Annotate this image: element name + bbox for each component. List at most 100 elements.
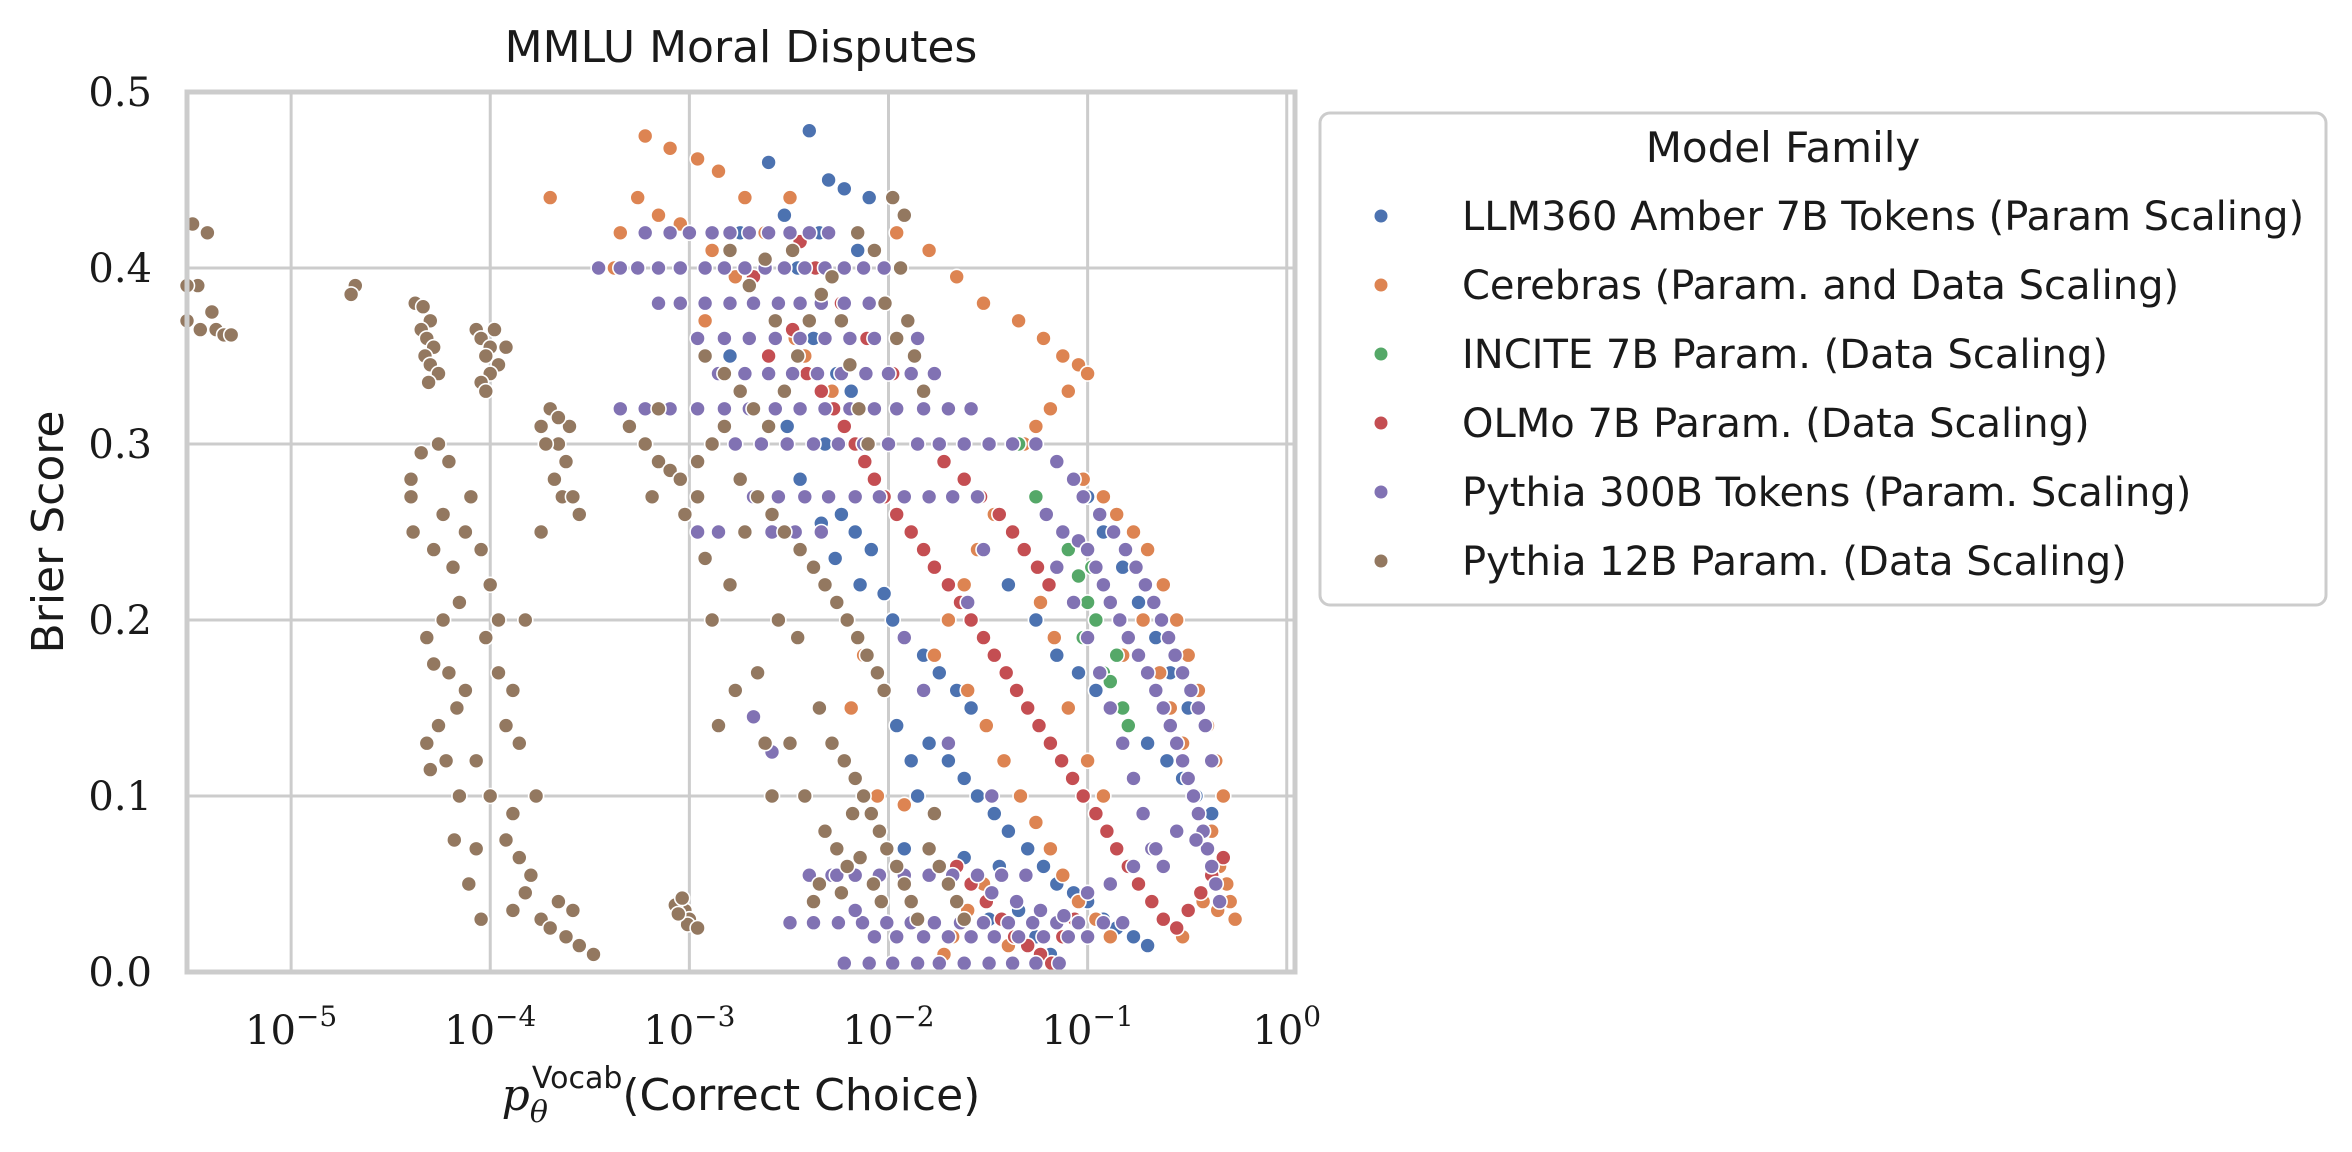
point-3-46 bbox=[1004, 523, 1021, 541]
point-1-42 bbox=[1168, 611, 1185, 629]
point-3-28 bbox=[1074, 787, 1092, 805]
point-4-102 bbox=[1054, 523, 1072, 541]
point-0-57 bbox=[1087, 682, 1105, 699]
point-4-69 bbox=[962, 400, 980, 418]
point-4-96 bbox=[710, 523, 727, 541]
point-5-131 bbox=[823, 734, 841, 752]
point-0-50 bbox=[909, 787, 926, 805]
point-5-185 bbox=[643, 488, 661, 506]
point-5-143 bbox=[828, 840, 846, 858]
point-5-191 bbox=[865, 875, 882, 893]
point-0-39 bbox=[1000, 822, 1017, 840]
point-5-25 bbox=[477, 347, 495, 365]
point-4-123 bbox=[1207, 875, 1225, 893]
x-tick-5: 100 bbox=[1252, 1000, 1321, 1054]
point-5-44 bbox=[425, 655, 443, 673]
legend-label-5: Pythia 12B Param. (Data Scaling) bbox=[1462, 539, 2127, 585]
point-4-199 bbox=[1079, 884, 1096, 902]
point-4-26 bbox=[671, 294, 689, 312]
point-1-7 bbox=[736, 189, 754, 206]
point-4-6 bbox=[760, 224, 777, 242]
point-4-178 bbox=[940, 928, 957, 946]
point-0-1 bbox=[760, 154, 777, 171]
legend: Model Family LLM360 Amber 7B Tokens (Par… bbox=[1318, 111, 2328, 607]
point-3-22 bbox=[1008, 682, 1025, 699]
point-4-187 bbox=[884, 954, 902, 972]
point-5-169 bbox=[884, 189, 902, 206]
point-4-138 bbox=[1197, 717, 1214, 734]
point-3-42 bbox=[935, 453, 953, 470]
point-5-1 bbox=[199, 224, 216, 242]
point-5-29 bbox=[477, 382, 495, 400]
y-tick-4: 0.4 bbox=[88, 246, 152, 292]
point-4-76 bbox=[880, 435, 897, 453]
point-5-193 bbox=[920, 840, 938, 858]
point-5-136 bbox=[871, 822, 888, 840]
point-1-66 bbox=[1054, 866, 1072, 884]
point-4-13 bbox=[650, 259, 667, 277]
point-5-167 bbox=[888, 330, 906, 347]
point-5-54 bbox=[457, 523, 474, 541]
point-5-198 bbox=[926, 805, 943, 822]
point-0-52 bbox=[902, 752, 920, 770]
point-0-53 bbox=[1000, 576, 1017, 594]
point-4-44 bbox=[909, 330, 926, 347]
point-4-211 bbox=[915, 682, 932, 699]
point-3-7 bbox=[835, 418, 853, 435]
point-4-54 bbox=[926, 365, 943, 382]
point-4-135 bbox=[1174, 664, 1191, 682]
point-4-40 bbox=[816, 330, 834, 347]
point-0-24 bbox=[826, 550, 844, 567]
point-4-116 bbox=[1174, 752, 1191, 770]
point-2-6 bbox=[1108, 646, 1125, 664]
chart-title: MMLU Moral Disputes bbox=[505, 22, 978, 73]
point-5-119 bbox=[828, 594, 846, 611]
point-1-60 bbox=[959, 682, 977, 699]
point-0-22 bbox=[846, 523, 864, 541]
point-4-139 bbox=[1203, 752, 1220, 770]
point-4-189 bbox=[930, 954, 948, 972]
x-tick-4: 10−1 bbox=[1042, 1000, 1134, 1054]
x-axis-label-vocab: Vocab bbox=[532, 1061, 622, 1096]
point-4-192 bbox=[1004, 954, 1021, 972]
point-4-30 bbox=[770, 294, 787, 312]
point-4-12 bbox=[629, 259, 647, 277]
point-1-65 bbox=[1042, 840, 1059, 858]
legend-label-4: Pythia 300B Tokens (Param. Scaling) bbox=[1462, 470, 2191, 516]
point-0-15 bbox=[778, 418, 796, 435]
point-5-151 bbox=[716, 365, 733, 382]
point-4-104 bbox=[1079, 541, 1096, 558]
point-4-168 bbox=[975, 914, 992, 932]
point-4-204 bbox=[1187, 831, 1205, 849]
point-5-68 bbox=[522, 866, 540, 884]
point-1-76 bbox=[1134, 611, 1152, 629]
point-4-205 bbox=[745, 708, 762, 726]
point-0-48 bbox=[1139, 937, 1156, 954]
point-5-21 bbox=[420, 374, 437, 391]
point-4-58 bbox=[689, 400, 706, 418]
point-5-74 bbox=[550, 893, 567, 910]
point-5-113 bbox=[749, 488, 766, 506]
point-4-41 bbox=[841, 330, 859, 347]
legend-label-0: LLM360 Amber 7B Tokens (Param Scaling) bbox=[1462, 194, 2304, 240]
point-4-149 bbox=[1155, 858, 1172, 875]
legend-label-3: OLMo 7B Param. (Data Scaling) bbox=[1462, 401, 2090, 447]
point-1-26 bbox=[1010, 312, 1027, 330]
point-4-129 bbox=[1127, 558, 1145, 576]
point-1-22 bbox=[888, 224, 906, 242]
point-2-12 bbox=[1120, 717, 1137, 734]
point-3-29 bbox=[1087, 805, 1105, 822]
point-5-39 bbox=[425, 541, 443, 558]
legend-marker-2 bbox=[1374, 347, 1388, 361]
point-0-61 bbox=[1158, 752, 1176, 770]
point-4-213 bbox=[959, 594, 977, 611]
point-3-47 bbox=[1015, 541, 1033, 558]
point-5-59 bbox=[490, 664, 507, 682]
point-0-5 bbox=[776, 206, 793, 224]
point-5-159 bbox=[823, 268, 841, 286]
point-5-162 bbox=[850, 400, 868, 418]
point-3-12 bbox=[888, 506, 906, 523]
point-4-166 bbox=[926, 914, 943, 932]
point-1-1 bbox=[661, 140, 679, 157]
